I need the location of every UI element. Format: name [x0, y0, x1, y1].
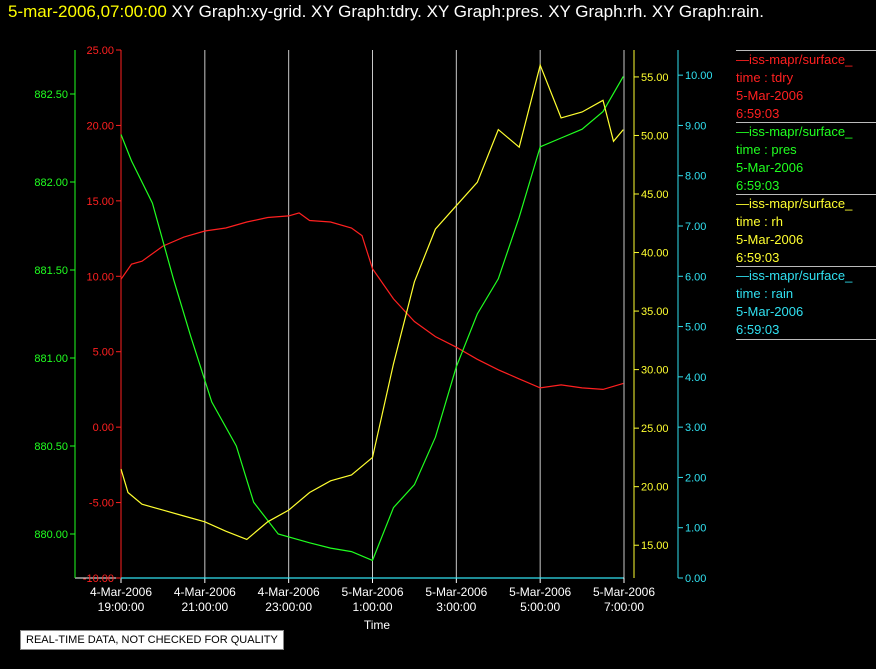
- legend-field: time : rain: [736, 286, 794, 301]
- legend-source: —iss-mapr/surface_: [736, 124, 853, 139]
- rh-tick-label: 50.00: [641, 130, 669, 142]
- pres-tick-label: 882.50: [34, 89, 68, 101]
- legend-date: 5-Mar-2006: [736, 304, 804, 319]
- legend-time: 6:59:03: [736, 250, 780, 265]
- legend-field: time : pres: [736, 142, 797, 157]
- rain-tick-label: 5.00: [685, 322, 706, 334]
- x-tick-label: 3:00:00: [436, 600, 476, 614]
- legend-field: time : rh: [736, 214, 783, 229]
- tdry-tick-label: -10.00: [83, 573, 114, 585]
- rh-tick-label: 40.00: [641, 248, 669, 260]
- rh-tick-label: 35.00: [641, 306, 669, 318]
- legend-source: —iss-mapr/surface_: [736, 268, 853, 283]
- rain-tick-label: 6.00: [685, 271, 706, 283]
- rain-tick-label: 0.00: [685, 573, 706, 585]
- title-graph-list: XY Graph:xy-grid. XY Graph:tdry. XY Grap…: [171, 2, 764, 21]
- legend-source: —iss-mapr/surface_: [736, 52, 853, 67]
- series-line-pres: [120, 76, 624, 562]
- series-line-rh: [120, 63, 624, 541]
- title-timestamp: 5-mar-2006,07:00:00: [8, 2, 167, 21]
- rain-tick-label: 9.00: [685, 120, 706, 132]
- legend-entry-pres: —iss-mapr/surface_ time : pres 5-Mar-200…: [736, 123, 876, 195]
- rain-tick-label: 3.00: [685, 422, 706, 434]
- pres-tick-label: 881.50: [34, 265, 68, 277]
- x-tick-label: 4-Mar-2006: [174, 585, 236, 599]
- x-tick-label: 5-Mar-2006: [593, 585, 655, 599]
- legend-time: 6:59:03: [736, 322, 780, 337]
- tdry-tick-label: 5.00: [93, 347, 114, 359]
- legend-field: time : tdry: [736, 70, 794, 85]
- tdry-tick-label: 20.00: [86, 120, 114, 132]
- rh-tick-label: 15.00: [641, 540, 669, 552]
- legend-separator: [736, 50, 876, 51]
- x-tick-label: 5:00:00: [520, 600, 560, 614]
- legend-separator: [736, 266, 876, 267]
- legend-time: 6:59:03: [736, 178, 780, 193]
- legend-entry-rh: —iss-mapr/surface_ time : rh 5-Mar-2006 …: [736, 195, 876, 267]
- rh-tick-label: 20.00: [641, 482, 669, 494]
- rain-tick-label: 8.00: [685, 171, 706, 183]
- tdry-tick-label: 25.00: [86, 45, 114, 57]
- legend-source: —iss-mapr/surface_: [736, 196, 853, 211]
- tdry-tick-label: 15.00: [86, 196, 114, 208]
- legend-time: 6:59:03: [736, 106, 780, 121]
- rain-tick-label: 7.00: [685, 221, 706, 233]
- x-tick-label: 4-Mar-2006: [258, 585, 320, 599]
- rh-tick-label: 25.00: [641, 423, 669, 435]
- legend-date: 5-Mar-2006: [736, 160, 804, 175]
- legend-date: 5-Mar-2006: [736, 232, 804, 247]
- legend-date: 5-Mar-2006: [736, 88, 804, 103]
- legend-separator: [736, 194, 876, 195]
- rh-tick-label: 45.00: [641, 189, 669, 201]
- pres-tick-label: 880.00: [34, 529, 68, 541]
- x-tick-label: 5-Mar-2006: [509, 585, 571, 599]
- quality-note: REAL-TIME DATA, NOT CHECKED FOR QUALITY: [20, 630, 284, 650]
- rain-tick-label: 4.00: [685, 372, 706, 384]
- x-tick-label: 1:00:00: [352, 600, 392, 614]
- x-tick-label: 4-Mar-2006: [90, 585, 152, 599]
- chart-title: 5-mar-2006,07:00:00 XY Graph:xy-grid. XY…: [8, 2, 764, 22]
- legend-separator: [736, 339, 876, 340]
- tdry-tick-label: 0.00: [93, 422, 114, 434]
- legend-entry-rain: —iss-mapr/surface_ time : rain 5-Mar-200…: [736, 267, 876, 339]
- series-line-tdry: [120, 212, 624, 391]
- rain-tick-label: 1.00: [685, 523, 706, 535]
- x-tick-label: 5-Mar-2006: [425, 585, 487, 599]
- pres-tick-label: 882.00: [34, 177, 68, 189]
- rain-tick-label: 2.00: [685, 472, 706, 484]
- x-tick-label: 5-Mar-2006: [341, 585, 403, 599]
- legend-separator: [736, 122, 876, 123]
- tdry-tick-label: 10.00: [86, 271, 114, 283]
- tdry-tick-label: -5.00: [89, 498, 114, 510]
- rh-tick-label: 30.00: [641, 365, 669, 377]
- rh-tick-label: 55.00: [641, 72, 669, 84]
- x-tick-label: 23:00:00: [265, 600, 312, 614]
- x-tick-label: 7:00:00: [604, 600, 644, 614]
- legend-entry-tdry: —iss-mapr/surface_ time : tdry 5-Mar-200…: [736, 51, 876, 123]
- pres-tick-label: 881.00: [34, 353, 68, 365]
- x-axis-label: Time: [364, 618, 391, 632]
- x-tick-label: 19:00:00: [98, 600, 145, 614]
- x-tick-label: 21:00:00: [181, 600, 228, 614]
- rain-tick-label: 10.00: [685, 70, 713, 82]
- pres-tick-label: 880.50: [34, 441, 68, 453]
